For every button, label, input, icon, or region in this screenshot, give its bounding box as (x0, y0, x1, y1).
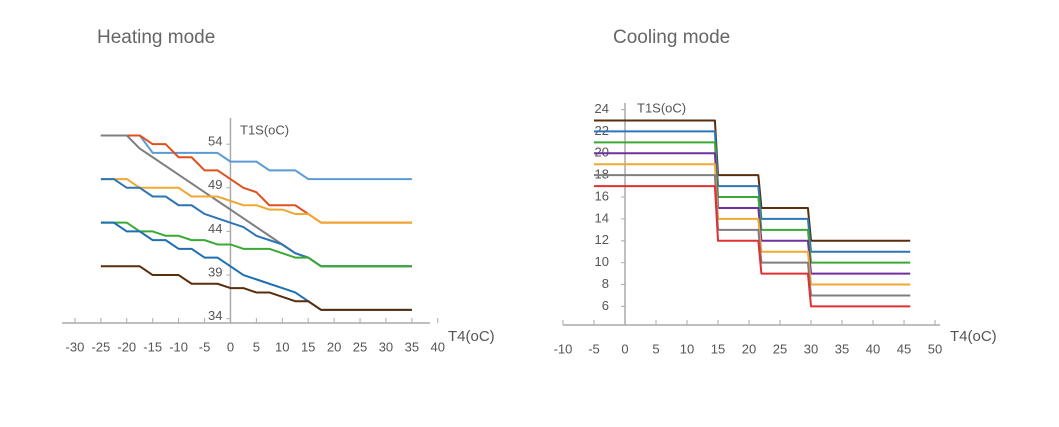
x-tick-label: -20 (117, 339, 136, 354)
series-line (594, 119, 911, 242)
x-tick-label: 25 (353, 339, 367, 354)
y-axis-label: T1S(oC) (637, 100, 686, 115)
x-tick-label: 40 (431, 339, 445, 354)
chart-title: Heating mode (97, 27, 215, 48)
y-tick-label: 8 (602, 276, 609, 291)
x-axis-label: T4(oC) (950, 328, 997, 345)
y-axis-label: T1S(oC) (240, 122, 289, 137)
x-tick-label: 10 (275, 339, 289, 354)
series-line (100, 178, 412, 224)
series-line (594, 152, 911, 275)
y-tick-label: 14 (595, 210, 609, 225)
y-tick-label: 34 (208, 308, 222, 323)
y-tick-label: 12 (595, 232, 609, 247)
x-tick-label: -15 (143, 339, 162, 354)
x-tick-label: 45 (897, 341, 911, 356)
series-line (594, 130, 911, 253)
series-line (100, 134, 412, 268)
series-line (100, 265, 412, 311)
x-tick-label: -5 (199, 339, 211, 354)
x-tick-label: -5 (588, 341, 600, 356)
y-tick-label: 18 (595, 167, 609, 182)
x-tick-label: 0 (227, 339, 234, 354)
y-tick-label: 44 (208, 221, 222, 236)
y-tick-label: 22 (595, 123, 609, 138)
x-tick-label: -10 (169, 339, 188, 354)
y-tick-label: 6 (602, 298, 609, 313)
x-tick-label: 15 (301, 339, 315, 354)
x-tick-label: 20 (742, 341, 756, 356)
x-tick-label: 25 (773, 341, 787, 356)
x-tick-label: -25 (91, 339, 110, 354)
x-axis-label: T4(oC) (448, 328, 495, 345)
x-tick-label: 15 (711, 341, 725, 356)
series-line (594, 163, 911, 286)
x-tick-label: 30 (379, 339, 393, 354)
x-tick-label: 5 (253, 339, 260, 354)
x-tick-label: 20 (327, 339, 341, 354)
y-tick-label: 24 (595, 101, 609, 116)
series-line (594, 174, 911, 297)
y-tick-label: 49 (208, 177, 222, 192)
x-tick-label: -10 (554, 341, 573, 356)
x-tick-label: 40 (866, 341, 880, 356)
x-tick-label: 10 (680, 341, 694, 356)
x-tick-label: 0 (621, 341, 628, 356)
x-tick-label: 35 (835, 341, 849, 356)
x-tick-label: 5 (652, 341, 659, 356)
x-tick-label: -30 (66, 339, 85, 354)
x-tick-label: 30 (804, 341, 818, 356)
y-tick-label: 20 (595, 145, 609, 160)
series-line (100, 221, 412, 268)
series-line (594, 141, 911, 264)
x-tick-label: 50 (928, 341, 942, 356)
y-tick-label: 39 (208, 264, 222, 279)
series-line (100, 134, 412, 181)
x-tick-label: 35 (405, 339, 419, 354)
chart-title: Cooling mode (613, 27, 730, 48)
series-line (594, 185, 911, 308)
y-tick-label: 54 (208, 134, 222, 149)
y-tick-label: 10 (595, 254, 609, 269)
y-tick-label: 16 (595, 188, 609, 203)
